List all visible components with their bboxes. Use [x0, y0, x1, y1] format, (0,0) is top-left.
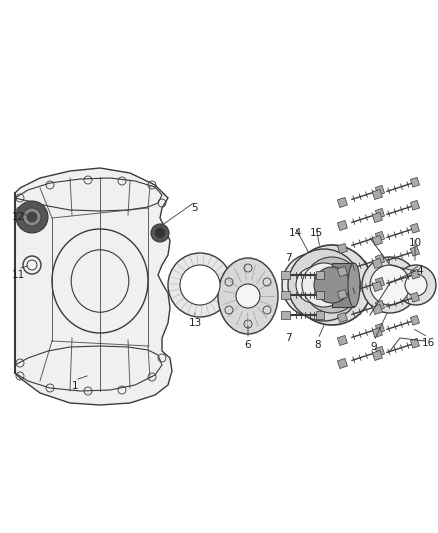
Circle shape: [23, 208, 41, 226]
Circle shape: [302, 263, 346, 307]
Circle shape: [16, 201, 48, 233]
Bar: [332, 263, 354, 307]
Circle shape: [396, 265, 436, 305]
Polygon shape: [337, 289, 347, 300]
Polygon shape: [372, 350, 382, 360]
Polygon shape: [372, 327, 382, 337]
Text: 7: 7: [285, 253, 291, 263]
Text: 5: 5: [192, 203, 198, 213]
Polygon shape: [375, 346, 385, 356]
Polygon shape: [375, 301, 385, 310]
Polygon shape: [372, 281, 382, 292]
Circle shape: [296, 267, 332, 303]
Polygon shape: [337, 358, 347, 368]
Text: 11: 11: [11, 270, 25, 280]
Circle shape: [292, 245, 372, 325]
Text: 9: 9: [371, 342, 377, 352]
Text: 14: 14: [288, 228, 302, 238]
Circle shape: [180, 265, 220, 305]
Polygon shape: [410, 338, 420, 348]
Text: 12: 12: [11, 212, 25, 222]
Polygon shape: [375, 185, 385, 195]
Text: 13: 13: [188, 318, 201, 328]
Polygon shape: [375, 208, 385, 218]
Polygon shape: [337, 312, 347, 322]
Polygon shape: [15, 168, 172, 405]
Circle shape: [155, 228, 165, 238]
Bar: [316, 311, 324, 319]
Ellipse shape: [218, 258, 278, 334]
Polygon shape: [337, 221, 347, 230]
Bar: [281, 311, 290, 319]
Circle shape: [282, 253, 346, 317]
Text: 8: 8: [314, 340, 321, 350]
Polygon shape: [375, 277, 385, 287]
Polygon shape: [337, 266, 347, 277]
Circle shape: [236, 284, 260, 308]
Polygon shape: [410, 316, 420, 325]
Polygon shape: [337, 335, 347, 345]
Text: 4: 4: [417, 266, 423, 276]
Polygon shape: [372, 259, 382, 269]
Circle shape: [27, 212, 37, 222]
Bar: [316, 291, 324, 299]
Ellipse shape: [348, 263, 360, 307]
Polygon shape: [375, 231, 385, 241]
Bar: [316, 271, 324, 279]
Bar: [281, 271, 290, 279]
Text: 15: 15: [309, 228, 323, 238]
Polygon shape: [410, 200, 420, 210]
Bar: [281, 291, 290, 299]
Circle shape: [362, 257, 418, 313]
Polygon shape: [337, 197, 347, 207]
Circle shape: [314, 267, 350, 303]
Polygon shape: [372, 304, 382, 314]
Text: 1: 1: [72, 381, 78, 391]
Circle shape: [151, 224, 169, 242]
Circle shape: [168, 253, 232, 317]
Polygon shape: [375, 324, 385, 333]
Polygon shape: [375, 254, 385, 264]
Polygon shape: [410, 269, 420, 279]
Circle shape: [405, 274, 427, 296]
Polygon shape: [410, 293, 420, 302]
Circle shape: [288, 249, 360, 321]
Polygon shape: [372, 189, 382, 199]
Polygon shape: [410, 246, 420, 256]
Polygon shape: [410, 177, 420, 187]
Polygon shape: [372, 213, 382, 222]
Circle shape: [304, 257, 360, 313]
Circle shape: [370, 265, 410, 305]
Text: 7: 7: [285, 333, 291, 343]
Polygon shape: [410, 223, 420, 233]
Polygon shape: [372, 236, 382, 246]
Polygon shape: [337, 244, 347, 254]
Text: 16: 16: [421, 338, 434, 348]
Text: 10: 10: [409, 238, 421, 248]
Text: 6: 6: [245, 340, 251, 350]
